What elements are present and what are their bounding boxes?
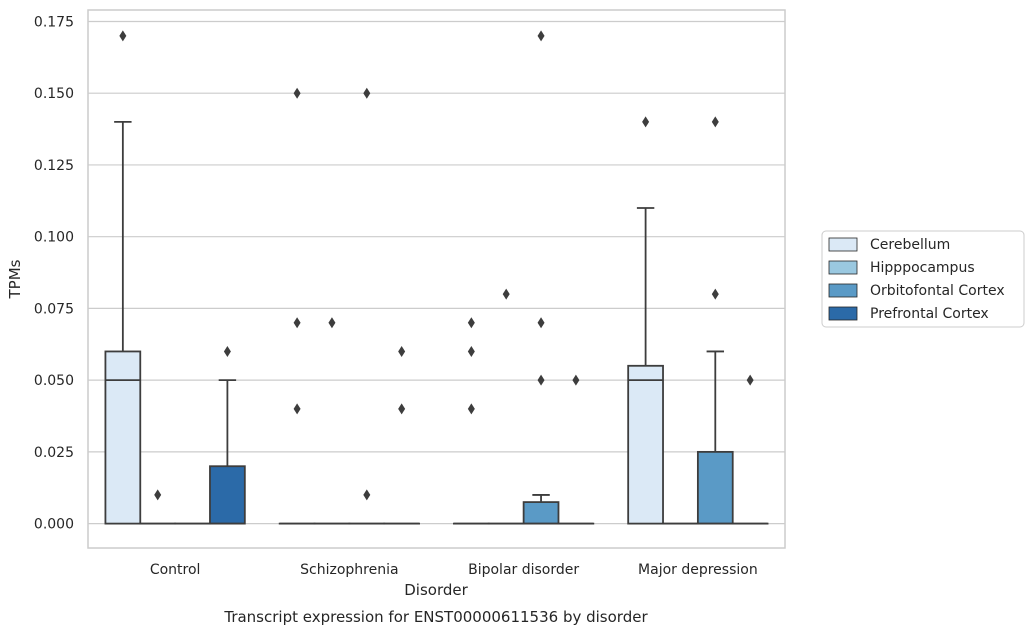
outlier-point [746, 374, 754, 386]
outlier-point [119, 30, 127, 42]
legend-label: Orbitofontal Cortex [870, 283, 1005, 299]
legend-label: Prefrontal Cortex [870, 306, 989, 322]
y-tick-label: 0.075 [34, 301, 74, 317]
outlier-point [398, 345, 406, 357]
legend-label: Hipppocampus [870, 260, 975, 276]
outlier-point [537, 317, 545, 329]
legend-swatch [828, 260, 858, 275]
chart-caption: Transcript expression for ENST0000061153… [223, 608, 648, 626]
x-axis-label: Disorder [404, 581, 468, 599]
x-tick-label: Bipolar disorder [468, 562, 579, 578]
box-body [627, 364, 664, 525]
box-body [209, 465, 246, 525]
box-2-1 [487, 288, 525, 525]
outlier-point [293, 403, 301, 415]
plot-area [87, 9, 786, 549]
x-tick-label: Major depression [638, 562, 758, 578]
x-tick-labels: Control Schizophrenia Bipolar disorder Majo… [150, 562, 758, 578]
box-0-1 [139, 489, 177, 525]
box-3-2 [696, 116, 734, 525]
outlier-point [293, 317, 301, 329]
box-body [104, 350, 142, 525]
outlier-point [572, 374, 580, 386]
outlier-point [502, 288, 510, 300]
outlier-point [363, 87, 371, 99]
outlier-point [467, 345, 475, 357]
legend-swatch [828, 306, 858, 321]
legend-swatch [828, 237, 858, 252]
box-0-3 [209, 345, 246, 525]
outlier-point [467, 403, 475, 415]
outlier-point [537, 374, 545, 386]
outlier-point [398, 403, 406, 415]
box-1-0 [278, 87, 316, 525]
legend-frame [821, 230, 1025, 328]
outlier-point [293, 87, 301, 99]
box-series [104, 30, 769, 525]
y-tick-label: 0.050 [34, 373, 74, 389]
outlier-point [467, 317, 475, 329]
box-0-0 [104, 30, 142, 525]
box-3-0 [627, 116, 664, 525]
outlier-point [154, 489, 162, 501]
outlier-point [537, 30, 545, 42]
y-axis-label: TPMs [6, 259, 24, 299]
outlier-point [711, 116, 719, 128]
box-2-3 [557, 374, 595, 525]
box-2-2 [522, 30, 560, 525]
y-tick-label: 0.150 [34, 86, 74, 102]
y-tick-label: 0.175 [34, 14, 74, 30]
outlier-point [363, 489, 371, 501]
outlier-point [328, 317, 336, 329]
y-tick-label: 0.000 [34, 517, 74, 533]
x-tick-label: Schizophrenia [300, 562, 398, 578]
y-tick-label: 0.125 [34, 158, 74, 174]
y-tick-label: 0.025 [34, 445, 74, 461]
outlier-point [223, 345, 231, 357]
box-body [696, 450, 734, 525]
x-tick-label: Control [150, 562, 201, 578]
outlier-point [642, 116, 650, 128]
legend-swatch [828, 283, 858, 298]
gridlines [88, 20, 785, 525]
legend-label: Cerebellum [870, 237, 950, 253]
y-tick-label: 0.100 [34, 230, 74, 246]
box-3-3 [731, 374, 769, 525]
box-body [522, 501, 560, 525]
outlier-point [711, 288, 719, 300]
legend: Cerebellum Hipppocampus Orbitofontal Corte… [821, 230, 1025, 328]
y-tick-labels: 0.000 0.025 0.050 0.075 0.100 0.125 0.150 0.175 [34, 14, 74, 532]
box-1-3 [383, 345, 420, 525]
